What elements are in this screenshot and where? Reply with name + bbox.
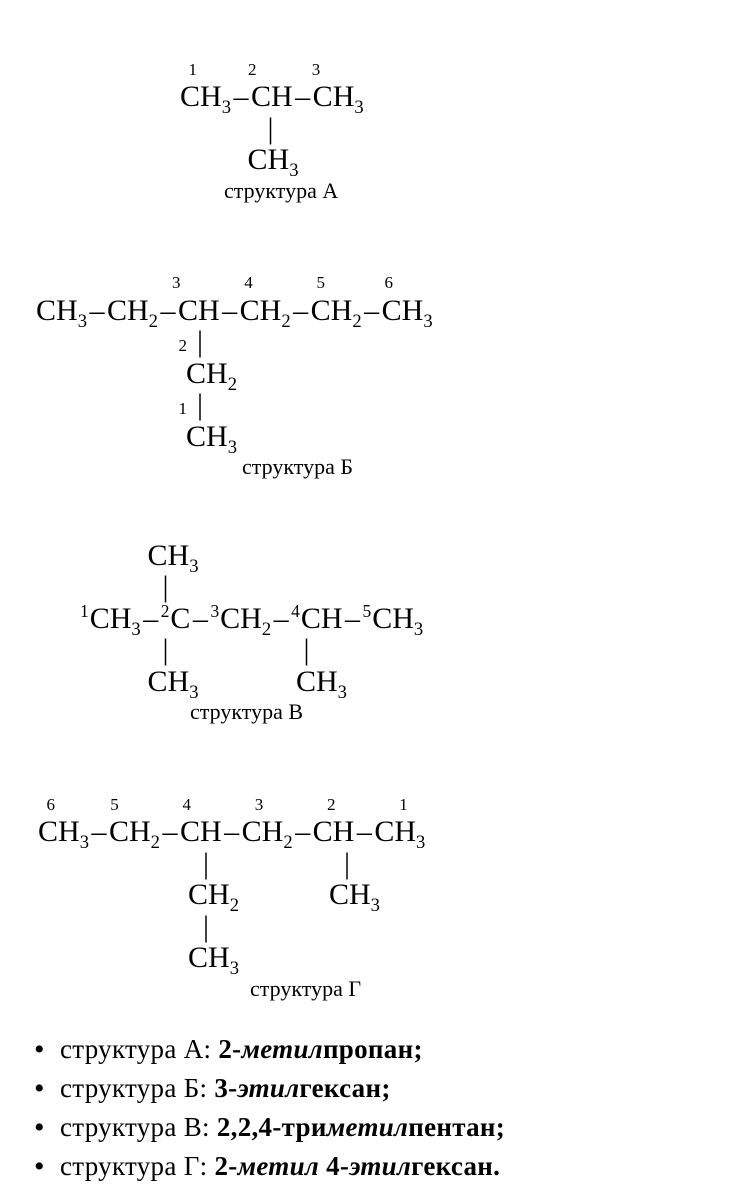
answer-part: метил: [327, 1112, 409, 1142]
answer-prefix: структура Г:: [60, 1151, 214, 1181]
structure-b-formula: 3 4 5 6 CH3 – CH2 – CH – CH2 – CH2 – CH3…: [10, 232, 433, 453]
structure-g-caption: структура Г: [10, 976, 361, 1002]
answer-item-v: структура В: 2,2,4-триметилпентан;: [34, 1108, 724, 1147]
answer-part: гексан.: [411, 1151, 500, 1181]
answer-part: пентан;: [408, 1112, 505, 1142]
answer-part: 2,2,4-три: [217, 1112, 327, 1142]
answer-part: 2-: [214, 1151, 237, 1181]
answer-part: 4-: [319, 1151, 349, 1181]
structure-a-formula: 1 2 3 CH3 – CH – CH3 | CH3: [10, 18, 364, 176]
structure-g-formula: 6 5 4 3 2 1 CH3 – CH2 – CH – CH2 – CH – …: [10, 753, 425, 974]
answer-item-b: структура Б: 3-этилгексан;: [34, 1069, 724, 1108]
structure-b: 3 4 5 6 CH3 – CH2 – CH – CH2 – CH2 – CH3…: [10, 232, 724, 481]
answer-part: метил: [241, 1034, 323, 1064]
answer-prefix: структура В:: [60, 1112, 217, 1142]
answer-prefix: структура Б:: [60, 1073, 214, 1103]
structure-a: 1 2 3 CH3 – CH – CH3 | CH3 структура А: [10, 18, 724, 204]
structure-b-caption: структура Б: [10, 454, 353, 480]
answer-part: 2-: [218, 1034, 241, 1064]
answer-part: метил: [238, 1151, 320, 1181]
answer-part: гексан;: [299, 1073, 390, 1103]
answer-prefix: структура А:: [60, 1034, 218, 1064]
structure-v-caption: структура В: [10, 699, 303, 725]
answer-item-a: структура А: 2-метилпропан;: [34, 1030, 724, 1069]
answer-part: 3-: [214, 1073, 237, 1103]
structure-a-caption: структура А: [10, 178, 338, 204]
answer-part: пропан;: [323, 1034, 423, 1064]
structure-v-formula: CH3 | 1CH3 – 2C – 3CH2 – 4CH – 5CH3 | | …: [10, 508, 423, 697]
answer-list: структура А: 2-метилпропан; структура Б:…: [10, 1030, 724, 1187]
structure-v: CH3 | 1CH3 – 2C – 3CH2 – 4CH – 5CH3 | | …: [10, 508, 724, 725]
answer-part: этил: [237, 1073, 299, 1103]
answer-item-g: структура Г: 2-метил 4-этилгексан.: [34, 1147, 724, 1186]
structure-g: 6 5 4 3 2 1 CH3 – CH2 – CH – CH2 – CH – …: [10, 753, 724, 1002]
answer-part: этил: [349, 1151, 411, 1181]
